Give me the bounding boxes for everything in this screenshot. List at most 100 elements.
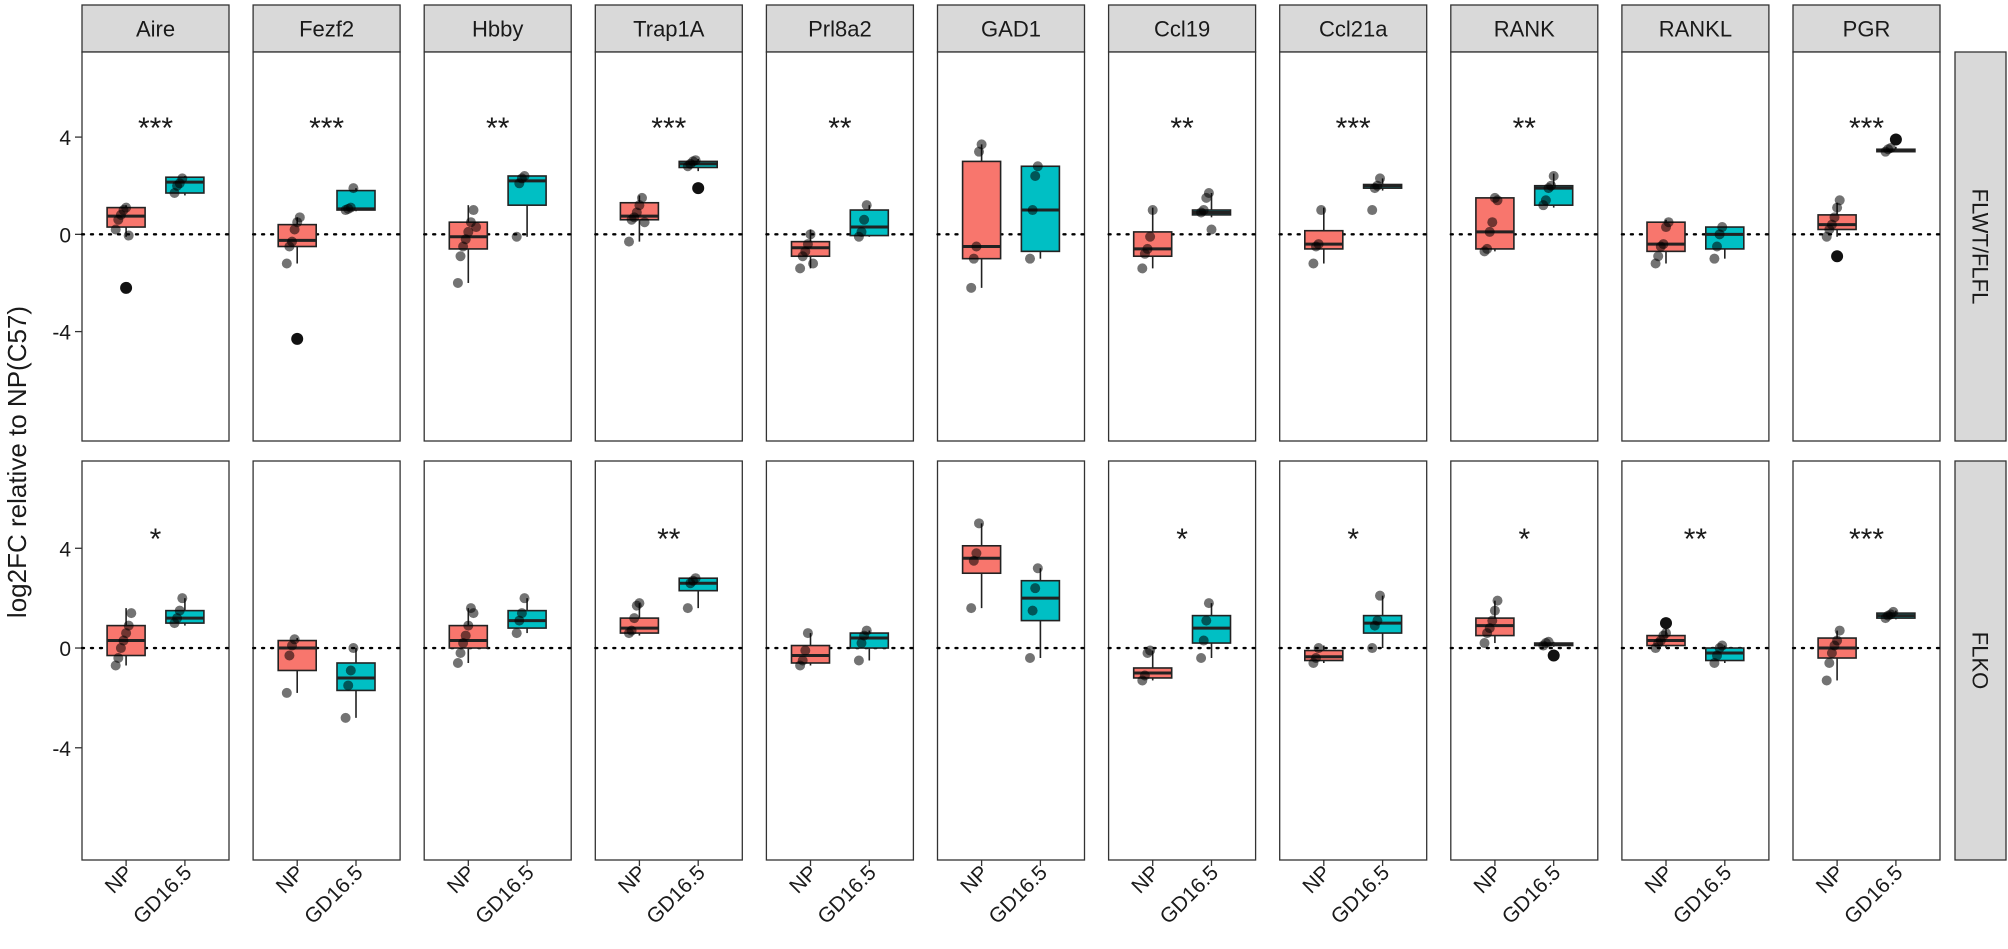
strip-label-prl8a2: Prl8a2 [808,17,872,42]
data-point [511,628,522,639]
strip-label-aire: Aire [136,17,175,42]
data-point [284,650,295,661]
significance-label: * [1518,523,1530,556]
data-point [624,236,634,247]
strip-label-gad1: GAD1 [981,17,1041,42]
box-np [961,160,1002,260]
data-point [340,712,351,723]
significance-label: ** [1170,112,1194,145]
data-point [1489,605,1500,616]
panel-flwtflfl-hbby: ** [423,51,573,442]
data-point [1032,161,1043,172]
significance-label: * [150,523,162,556]
panel-flko-rank: * [1449,460,1600,861]
data-point [1487,615,1498,626]
y-axis-title: log2FC relative to NP(C57) [2,306,32,618]
panel-flko-hbby [423,460,573,861]
data-point [1027,605,1038,616]
data-point [1888,606,1899,617]
data-point [126,608,137,619]
y-tick-label: 0 [59,638,71,661]
data-point [1198,635,1209,646]
data-point [1375,173,1385,184]
data-point [1201,615,1212,626]
outlier-point [120,281,133,294]
data-point [471,222,482,233]
significance-label: *** [1849,523,1884,556]
y-tick-label: 4 [59,538,71,561]
data-point [639,217,650,228]
panel-frame [936,51,1086,442]
data-point [1548,170,1559,181]
data-point [343,680,354,691]
strip-label-rank: RANK [1494,17,1555,42]
data-point [1147,205,1158,216]
panel-frame [1621,51,1770,442]
data-point [859,214,870,225]
data-point [802,239,813,250]
strip-label-pgr: PGR [1843,17,1891,42]
data-point [110,224,121,235]
panel-frame [1792,51,1941,442]
panel-flwtflfl-pgr: *** [1791,51,1942,442]
panel-frame [1621,460,1770,861]
data-point [795,263,806,274]
strip-header-ccl21a [1279,4,1428,53]
data-point [800,645,811,656]
panel-frame [252,460,401,861]
data-point [1203,188,1214,199]
panel-flwtflfl-rank: ** [1449,51,1600,442]
data-point [281,258,292,269]
panel-flko-ccl19: * [1107,460,1257,861]
data-point [1832,635,1843,646]
strip-header-ccl19 [1107,4,1257,53]
significance-label: * [1347,523,1359,556]
data-point [1653,251,1664,262]
data-point [1025,253,1035,264]
y-tick-label: 0 [59,224,71,247]
data-point [634,598,645,609]
strip-header-rank [1450,4,1599,53]
strip-label-ccl21a: Ccl21a [1319,17,1388,42]
panel-flko-pgr: *** [1791,460,1942,861]
data-point [1203,598,1214,609]
panel-frame [765,51,915,442]
data-point [861,625,872,636]
significance-label: * [1176,523,1188,556]
data-point [123,620,134,631]
data-point [1375,590,1385,601]
data-point [1313,239,1324,250]
data-point [1316,205,1327,216]
significance-label: *** [1849,112,1884,145]
data-point [177,593,188,604]
data-point [1824,657,1835,668]
data-point [1311,653,1321,664]
row-strip-1 [1954,460,2007,861]
outlier-point [692,182,705,195]
data-point [452,277,463,288]
panel-frame [1107,51,1257,442]
significance-label: *** [651,112,686,145]
panel-frame [423,460,572,861]
data-point [1709,253,1720,264]
data-point [974,518,984,529]
outlier-point [1547,649,1560,662]
data-point [1487,217,1498,228]
data-point [348,183,359,194]
data-point [1479,638,1490,649]
data-point [1145,645,1156,656]
panel-flko-prl8a2 [765,460,915,861]
data-point [1206,224,1217,235]
data-point [971,548,982,559]
panel-flwtflfl-rankl [1620,51,1771,442]
data-point [348,643,359,654]
panel-frame [81,51,230,442]
data-point [1027,205,1038,216]
row-strip-label-0: FLWT/FLFL [1968,189,1993,305]
data-point [468,205,479,216]
significance-label: *** [1336,112,1371,145]
panel-frame [1450,460,1599,861]
data-point [690,155,701,166]
data-point [966,603,977,614]
